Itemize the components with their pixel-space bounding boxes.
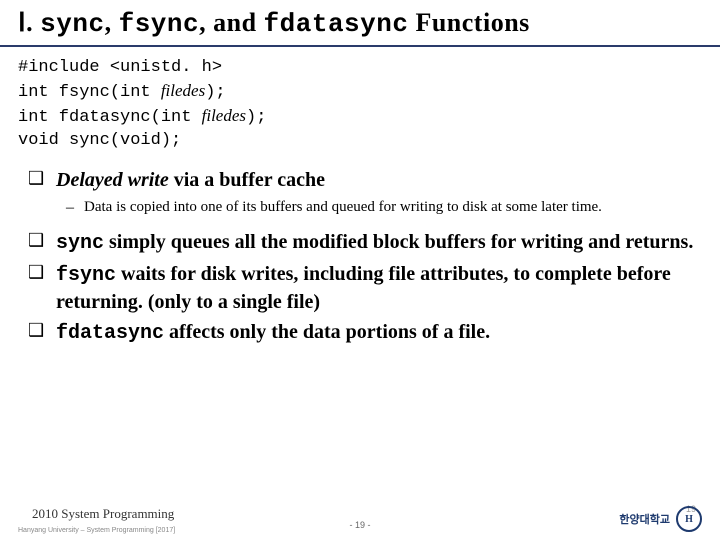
footer-left: 2010 System Programming bbox=[32, 506, 174, 522]
bullet-fsync: fsync waits for disk writes, including f… bbox=[28, 261, 700, 315]
logo-seal-icon: H bbox=[676, 506, 702, 532]
title-func1: sync bbox=[40, 9, 104, 39]
logo-text: 한양대학교 bbox=[619, 511, 670, 527]
b2-rest: simply queues all the modified block buf… bbox=[104, 231, 693, 253]
slide-title: Ⅰ. sync, fsync, and fdatasync Functions bbox=[18, 8, 702, 39]
title-bar: Ⅰ. sync, fsync, and fdatasync Functions bbox=[0, 0, 720, 47]
code-l3b: filedes bbox=[202, 106, 246, 125]
b2-mono: sync bbox=[56, 232, 104, 255]
footer: 2010 System Programming Hanyang Universi… bbox=[0, 492, 720, 540]
code-line-4: void sync(void); bbox=[18, 130, 702, 153]
university-logo: 한양대학교 H bbox=[619, 506, 702, 532]
b1-em: Delayed write bbox=[56, 169, 169, 191]
code-line-2: int fsync(int filedes); bbox=[18, 80, 702, 105]
title-suffix: Functions bbox=[408, 8, 529, 37]
code-l3c: ); bbox=[246, 108, 266, 127]
title-sep1: , bbox=[105, 8, 119, 37]
code-l2c: ); bbox=[205, 83, 225, 102]
footer-page-number: - 19 - bbox=[349, 520, 370, 530]
code-l2a: int fsync(int bbox=[18, 83, 161, 102]
bullet-delayed-write: Delayed write via a buffer cache bbox=[28, 167, 700, 193]
b3-rest: waits for disk writes, including file at… bbox=[56, 263, 671, 313]
b3-mono: fsync bbox=[56, 264, 116, 287]
code-line-1: #include <unistd. h> bbox=[18, 57, 702, 80]
bullet-fdatasync: fdatasync affects only the data portions… bbox=[28, 319, 700, 347]
title-sep2: , and bbox=[199, 8, 263, 37]
code-l2b: filedes bbox=[161, 81, 205, 100]
bullet-sync: sync simply queues all the modified bloc… bbox=[28, 229, 700, 257]
code-block: #include <unistd. h> int fsync(int filed… bbox=[18, 57, 702, 153]
code-l3a: int fdatasync(int bbox=[18, 108, 202, 127]
code-line-3: int fdatasync(int filedes); bbox=[18, 105, 702, 130]
content-area: Delayed write via a buffer cache Data is… bbox=[0, 167, 720, 347]
b1-rest: via a buffer cache bbox=[169, 169, 325, 191]
slide: Ⅰ. sync, fsync, and fdatasync Functions … bbox=[0, 0, 720, 540]
title-func2: fsync bbox=[119, 9, 200, 39]
bullet-delayed-write-sub: Data is copied into one of its buffers a… bbox=[28, 197, 700, 217]
footer-left-small: Hanyang University – System Programming … bbox=[18, 527, 175, 534]
b4-rest: affects only the data portions of a file… bbox=[164, 321, 490, 343]
title-func3: fdatasync bbox=[264, 9, 409, 39]
b4-mono: fdatasync bbox=[56, 322, 164, 345]
title-prefix: Ⅰ. bbox=[18, 8, 40, 37]
